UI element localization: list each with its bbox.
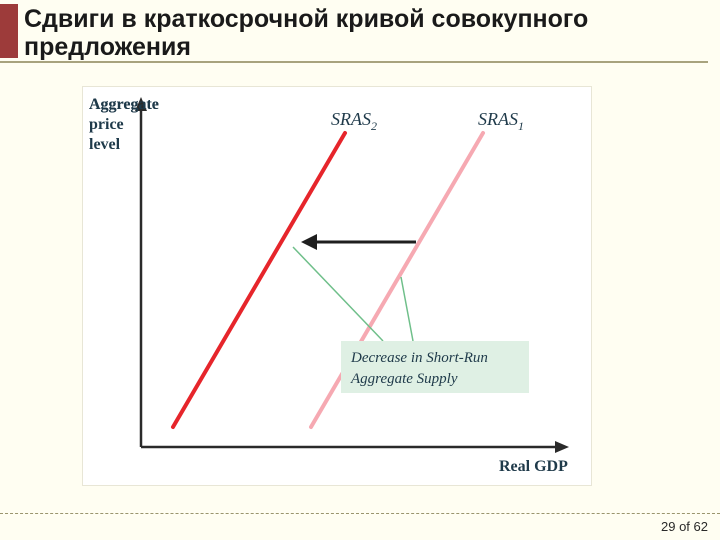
page-current: 29	[661, 519, 675, 534]
x-axis-label: Real GDP	[499, 458, 568, 475]
page-number: 29 of 62	[661, 519, 708, 534]
axes	[135, 97, 569, 453]
y-axis-label-multi: Aggregate price level	[89, 96, 163, 153]
sras1-label: SRAS1	[478, 109, 524, 133]
sras-shift-chart: Aggregate Aggregate price level Real GDP…	[83, 87, 593, 487]
chart-container: Aggregate Aggregate price level Real GDP…	[82, 86, 592, 486]
sras2-label: SRAS2	[331, 109, 377, 133]
page-total: 62	[694, 519, 708, 534]
callout-line-2	[401, 277, 413, 341]
callout-line-1	[293, 247, 383, 341]
slide-title: Сдвиги в краткосрочной кривой совокупног…	[24, 4, 708, 61]
title-accent-block	[0, 4, 18, 58]
footer-divider	[0, 513, 720, 514]
shift-arrow	[301, 234, 416, 250]
slide-title-bar: Сдвиги в краткосрочной кривой совокупног…	[0, 0, 708, 63]
sras2-curve	[173, 133, 345, 427]
page-of-word: of	[679, 519, 690, 534]
